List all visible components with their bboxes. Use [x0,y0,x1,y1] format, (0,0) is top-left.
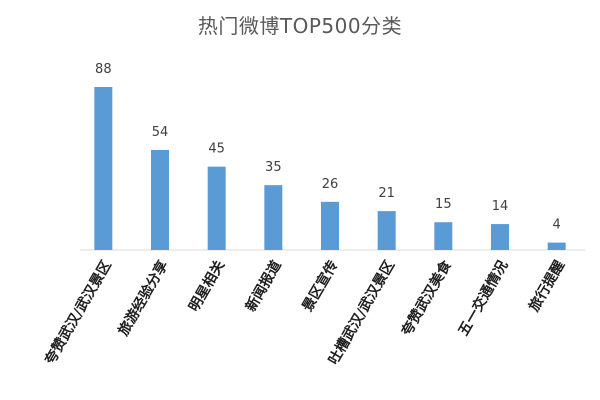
bar-3 [207,166,226,250]
category-label-4: 新闻报道 [242,258,285,315]
bar-7 [434,222,453,250]
bar-5 [321,201,339,250]
data-label-2: 54 [152,125,169,140]
category-label-9: 旅行提醒 [525,258,568,315]
category-label-1: 夸赞武汉/武汉景区 [41,258,115,369]
data-label-5: 26 [322,177,339,192]
bar-1 [94,87,113,250]
bars-group [94,87,566,250]
data-label-3: 45 [208,142,225,157]
bar-9 [547,242,566,250]
data-label-4: 35 [265,160,282,175]
data-label-6: 21 [378,186,395,201]
category-label-3: 明星相关 [185,258,228,315]
category-label-7: 夸赞武汉美食 [398,257,456,340]
bar-2 [151,149,169,250]
data-label-9: 4 [553,218,561,233]
data-label-8: 14 [492,199,509,214]
category-label-5: 景区宣传 [299,258,342,315]
data-label-7: 15 [435,197,452,212]
bar-8 [491,224,509,250]
bar-4 [264,185,283,250]
value-labels-group: 88 54 45 35 26 21 15 14 4 [95,62,561,233]
category-label-8: 五一交通情况 [455,258,512,339]
category-label-2: 旅游经验分享 [115,258,172,339]
bar-6 [377,211,396,250]
data-label-1: 88 [95,62,112,77]
chart-title: 热门微博TOP500分类 [197,14,403,38]
